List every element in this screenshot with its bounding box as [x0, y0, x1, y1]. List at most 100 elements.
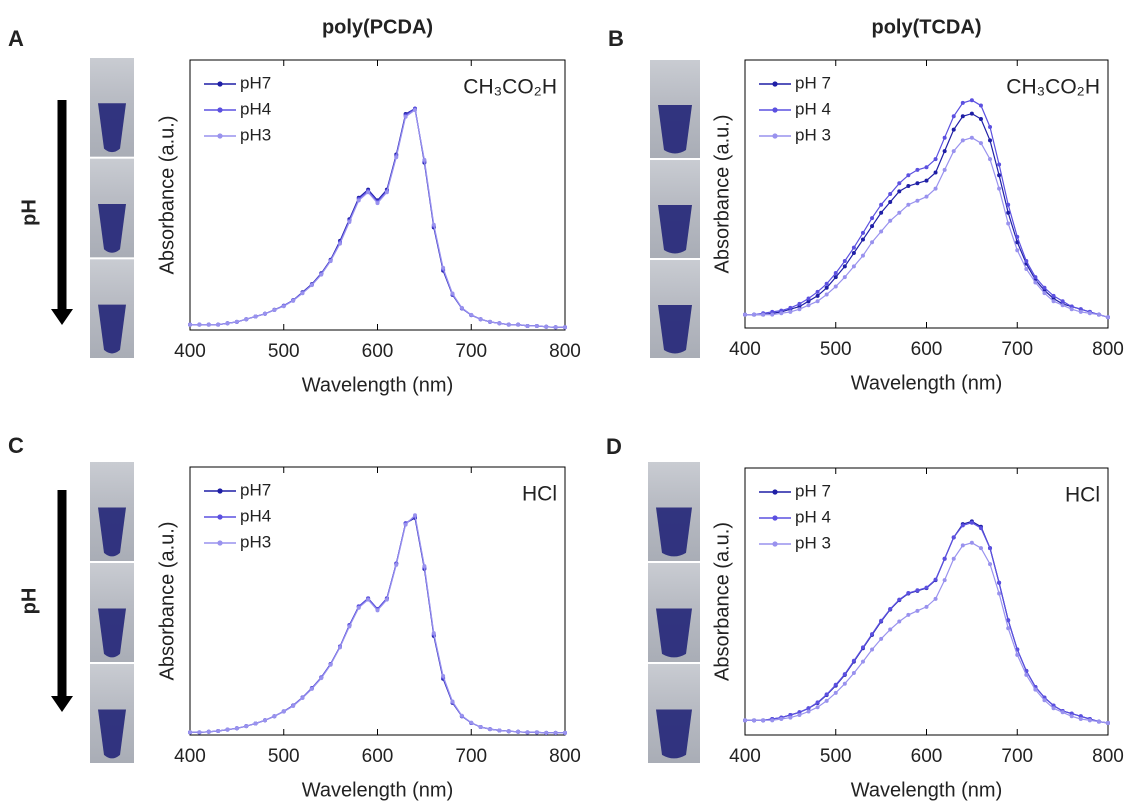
data-point	[1078, 309, 1083, 314]
data-point	[870, 240, 875, 245]
data-point	[824, 285, 829, 290]
annotation: HCl	[522, 483, 557, 506]
data-point	[997, 162, 1002, 167]
x-tick-label: 400	[174, 341, 206, 362]
ph-label: pH	[18, 588, 40, 615]
data-point	[534, 730, 539, 735]
ph-arrowhead	[51, 696, 73, 712]
data-point	[431, 222, 436, 227]
data-point	[824, 292, 829, 297]
data-point	[263, 718, 267, 723]
x-tick-label: 600	[362, 746, 394, 767]
annotation: CH₃CO₂H	[463, 76, 557, 99]
data-point	[988, 157, 993, 162]
data-point	[924, 604, 929, 609]
data-point	[281, 304, 286, 309]
data-point	[942, 135, 947, 140]
legend-marker	[772, 81, 778, 87]
data-point	[216, 728, 221, 733]
data-point	[933, 157, 938, 162]
data-point	[806, 706, 811, 711]
data-point	[1051, 293, 1056, 298]
data-point	[1106, 315, 1110, 320]
data-point	[197, 322, 202, 327]
data-point	[915, 181, 920, 186]
data-point	[806, 296, 811, 301]
data-point	[422, 157, 427, 162]
data-point	[797, 307, 802, 312]
data-point	[969, 520, 974, 525]
data-point	[1006, 221, 1011, 226]
legend-label: pH 3	[795, 533, 831, 552]
data-point	[906, 612, 911, 617]
legend-marker	[217, 133, 223, 139]
data-point	[544, 730, 549, 735]
data-point	[1060, 299, 1065, 304]
data-point	[328, 662, 333, 667]
legend-label: pH4	[240, 99, 271, 118]
data-point	[366, 190, 371, 195]
data-point	[497, 321, 502, 326]
x-tick-label: 700	[455, 746, 487, 767]
data-point	[842, 259, 847, 263]
y-axis-label: Absorbance (a.u.)	[711, 115, 733, 274]
data-point	[253, 721, 258, 726]
vial-liquid	[656, 709, 692, 759]
x-tick-label: 800	[549, 746, 581, 767]
x-tick-label: 800	[549, 341, 581, 362]
data-point	[563, 325, 567, 330]
data-point	[525, 323, 530, 328]
data-point	[888, 200, 893, 205]
data-point	[969, 111, 974, 116]
data-point	[761, 718, 766, 723]
x-tick-label: 600	[362, 341, 394, 362]
data-point	[1042, 698, 1047, 703]
data-point	[888, 218, 893, 223]
data-point	[743, 718, 747, 723]
data-point	[969, 135, 974, 140]
data-point	[319, 272, 324, 277]
data-point	[797, 301, 802, 306]
data-point	[516, 322, 521, 327]
data-point	[488, 727, 492, 732]
data-point	[525, 730, 530, 735]
data-point	[924, 165, 929, 170]
data-point	[833, 275, 838, 280]
data-point	[770, 718, 775, 723]
data-point	[870, 647, 875, 652]
data-point	[879, 210, 884, 215]
data-point	[1069, 307, 1074, 312]
data-point	[824, 698, 829, 703]
data-point	[924, 178, 929, 183]
data-point	[253, 314, 258, 319]
x-tick-label: 500	[268, 746, 300, 767]
data-point	[951, 556, 956, 561]
data-point	[1015, 652, 1020, 657]
data-point	[824, 692, 829, 697]
data-point	[1015, 234, 1020, 239]
data-point	[978, 546, 983, 551]
x-tick-label: 400	[174, 746, 206, 767]
x-tick-label: 600	[911, 339, 943, 360]
legend-label: pH4	[240, 506, 271, 525]
data-point	[924, 194, 929, 199]
data-point	[915, 198, 920, 203]
data-point	[394, 562, 399, 567]
data-point	[743, 312, 747, 317]
data-point	[216, 322, 221, 327]
data-point	[403, 114, 408, 119]
legend-marker	[772, 133, 778, 139]
data-point	[997, 186, 1002, 191]
data-point	[988, 546, 993, 551]
data-point	[960, 543, 965, 548]
data-point	[478, 317, 483, 322]
legend-marker	[217, 81, 223, 87]
data-point	[1042, 291, 1047, 296]
data-point	[375, 608, 380, 613]
data-point	[1015, 248, 1020, 253]
data-point	[206, 729, 211, 734]
vial-liquid	[98, 304, 126, 354]
data-point	[1096, 312, 1101, 317]
data-point	[291, 704, 296, 709]
